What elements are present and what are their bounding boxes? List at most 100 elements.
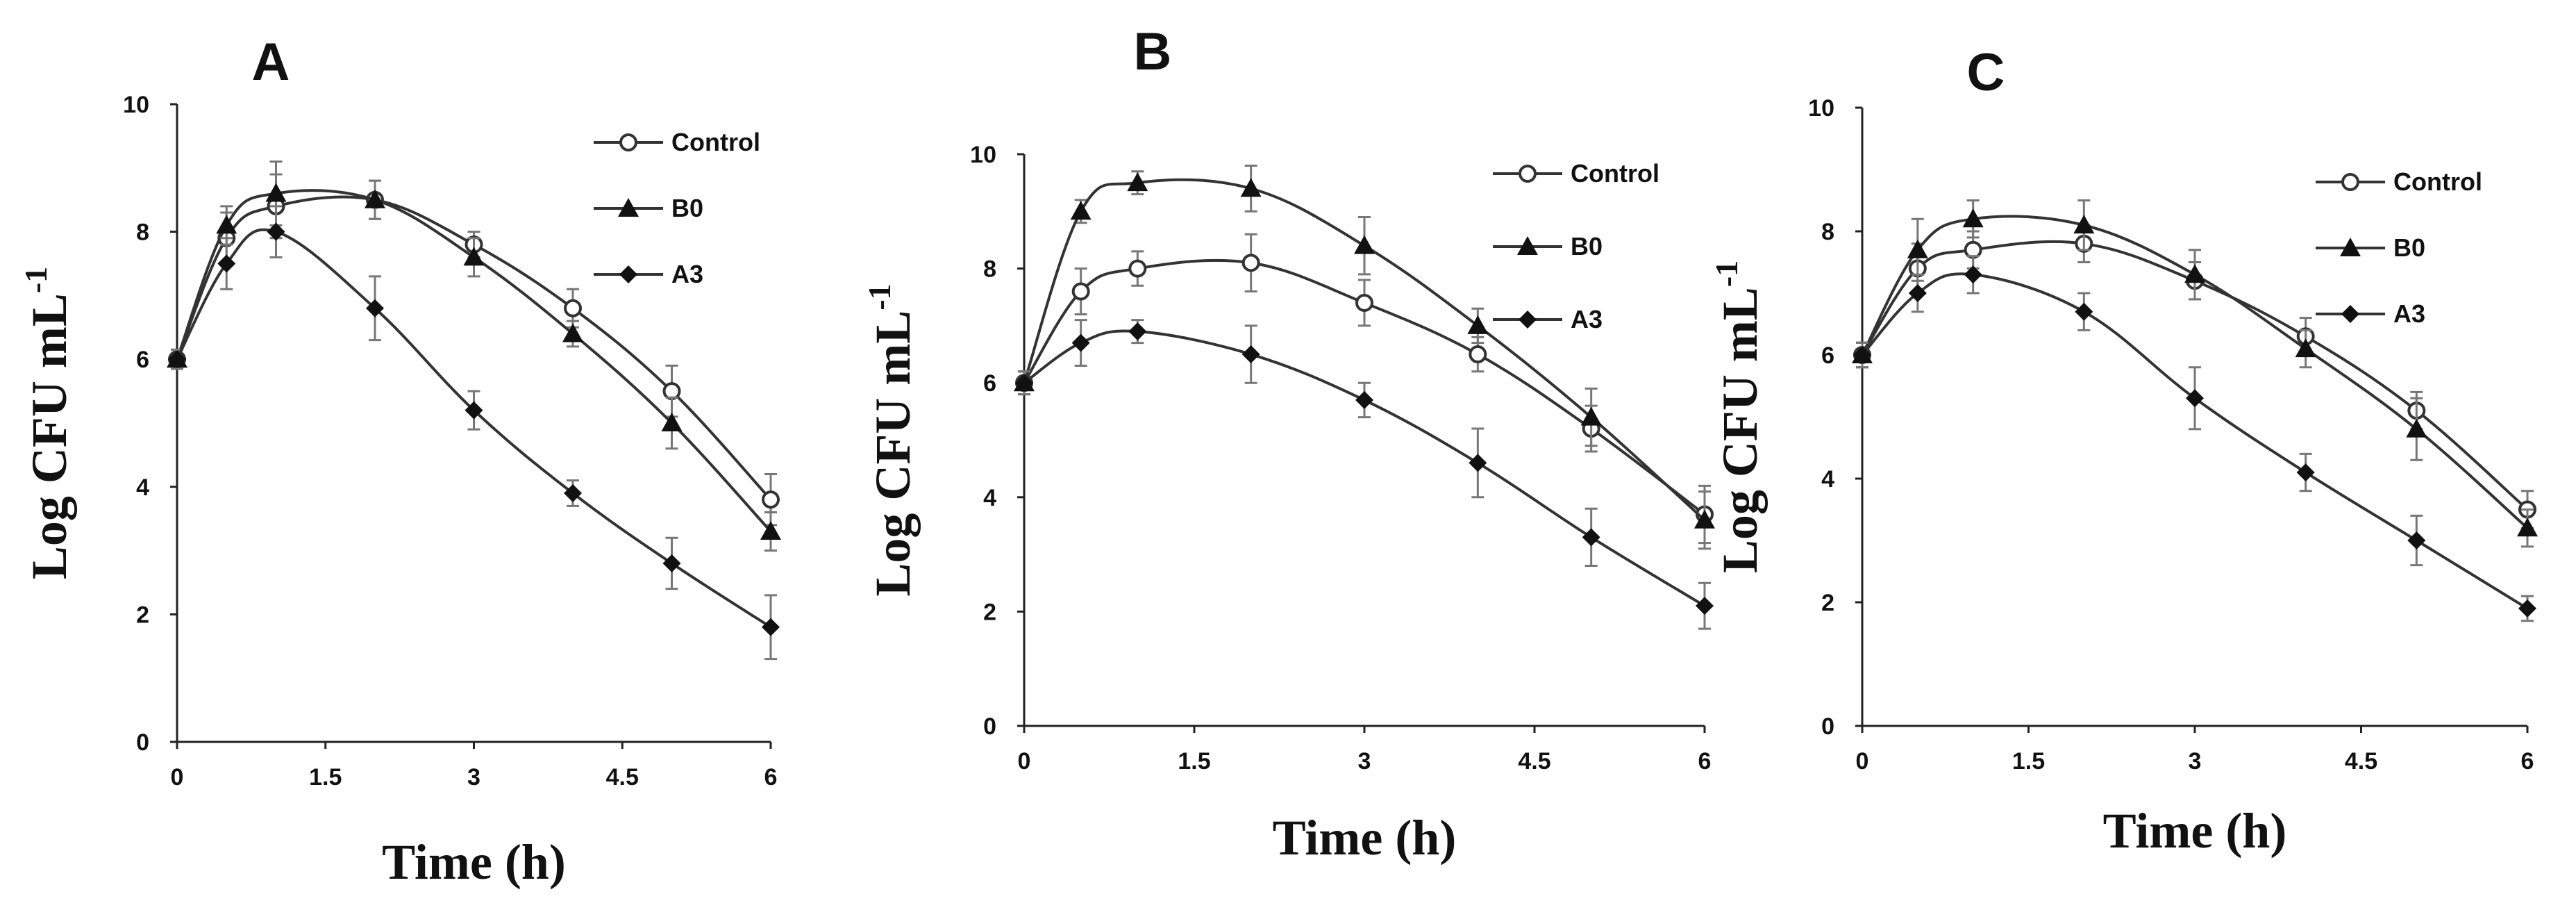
legend-item-a3: A3 (1493, 305, 1603, 333)
y-axis-label-superscript: -1 (862, 283, 897, 310)
data-point (365, 189, 385, 208)
legend-marker (2340, 238, 2361, 256)
legend-marker (618, 198, 639, 217)
data-point (168, 350, 186, 369)
series-control (168, 173, 780, 527)
legend-label: B0 (1571, 232, 1603, 260)
data-point (760, 521, 781, 540)
legend-marker (619, 265, 637, 283)
series-a3 (1015, 319, 1714, 630)
legend-item-control: Control (594, 128, 760, 156)
data-point (366, 299, 384, 317)
x-tick-label: 0 (171, 764, 184, 791)
x-axis-label: Time (h) (382, 834, 566, 890)
series-a3 (1853, 255, 2536, 622)
data-point (1469, 454, 1487, 472)
data-point (1907, 239, 1928, 258)
y-tick-label: 0 (983, 713, 996, 740)
data-point (2184, 264, 2205, 283)
data-point (1580, 406, 1602, 426)
x-tick-label: 4.5 (2345, 748, 2377, 775)
data-point (2295, 338, 2316, 358)
data-point (265, 183, 287, 202)
series-line (176, 228, 772, 629)
data-point (1467, 315, 1489, 334)
data-point (1355, 390, 1373, 409)
data-point (2186, 389, 2204, 408)
data-point (1128, 259, 1147, 278)
x-tick-label: 6 (1698, 748, 1712, 775)
data-point (216, 215, 237, 234)
data-point (1071, 333, 1090, 352)
panel-a: A 0 2 4 6 8 10 0 1.5 3 4.5 6 Time (h) Log CFU mL-1 Con… (18, 33, 781, 890)
x-tick-label: 3 (467, 764, 480, 791)
data-point (564, 483, 582, 502)
y-tick-label: 4 (1821, 466, 1834, 493)
legend-label: A3 (2393, 299, 2425, 328)
data-point (1015, 374, 1033, 392)
y-tick-label: 2 (983, 599, 996, 625)
data-point (1070, 201, 1092, 220)
y-axis-label: Log CFU mL-1 (862, 283, 921, 596)
x-tick-label: 3 (2189, 748, 2202, 775)
legend-marker (1519, 311, 1537, 329)
data-point (463, 247, 485, 266)
x-tick-label: 6 (2521, 748, 2534, 775)
data-point (1071, 282, 1090, 301)
y-tick-label: 6 (1821, 342, 1834, 369)
data-point (1964, 265, 1982, 284)
data-point (1127, 172, 1148, 192)
panel-letter: C (1967, 43, 2005, 102)
data-point (2407, 531, 2426, 549)
data-point (662, 554, 681, 572)
legend-marker (619, 133, 637, 151)
legend-label: A3 (1571, 305, 1603, 333)
x-tick-label: 3 (1358, 748, 1371, 775)
series-b0 (167, 160, 781, 552)
data-point (1241, 254, 1260, 272)
data-point (1128, 322, 1147, 341)
data-point (1853, 346, 1871, 364)
y-tick-label: 0 (136, 729, 149, 756)
legend-label: Control (2393, 167, 2482, 196)
data-point (217, 254, 236, 273)
y-tick-label: 10 (123, 92, 149, 118)
legend-marker (2341, 305, 2359, 323)
y-tick-label: 4 (136, 474, 149, 501)
data-point (2517, 518, 2538, 537)
x-tick-label: 4.5 (606, 764, 639, 791)
data-point (2406, 418, 2427, 438)
y-axis-label-text: Log CFU mL (865, 311, 921, 597)
legend-label: Control (1571, 159, 1659, 188)
y-tick-label: 6 (983, 370, 996, 397)
x-tick-label: 4.5 (1518, 748, 1550, 775)
y-tick-label: 0 (1821, 713, 1834, 740)
y-axis-label-text: Log CFU mL (22, 293, 77, 579)
legend-marker (1519, 165, 1537, 183)
data-point (1696, 597, 1714, 615)
x-axis-label: Time (h) (1273, 810, 1457, 866)
y-axis-label: Log CFU mL-1 (1709, 260, 1768, 573)
legend-label: B0 (671, 194, 703, 222)
data-point (762, 618, 780, 636)
y-axis-label-superscript: -1 (1709, 260, 1744, 287)
data-point (564, 299, 582, 317)
legend-label: A3 (671, 260, 703, 288)
series-b0 (1014, 164, 1715, 550)
data-point (1908, 284, 1927, 302)
legend-item-control: Control (1493, 159, 1659, 188)
data-point (1241, 345, 1260, 364)
data-point (2518, 599, 2536, 618)
legend-label: B0 (2393, 233, 2425, 262)
y-tick-label: 8 (136, 220, 149, 246)
y-tick-label: 6 (136, 347, 149, 373)
y-tick-label: 2 (136, 602, 149, 628)
y-tick-label: 10 (970, 142, 996, 168)
legend-item-a3: A3 (594, 260, 703, 288)
data-point (465, 401, 483, 420)
x-tick-label: 6 (764, 764, 778, 791)
data-point (1694, 509, 1715, 529)
y-axis-label: Log CFU mL-1 (18, 267, 77, 579)
